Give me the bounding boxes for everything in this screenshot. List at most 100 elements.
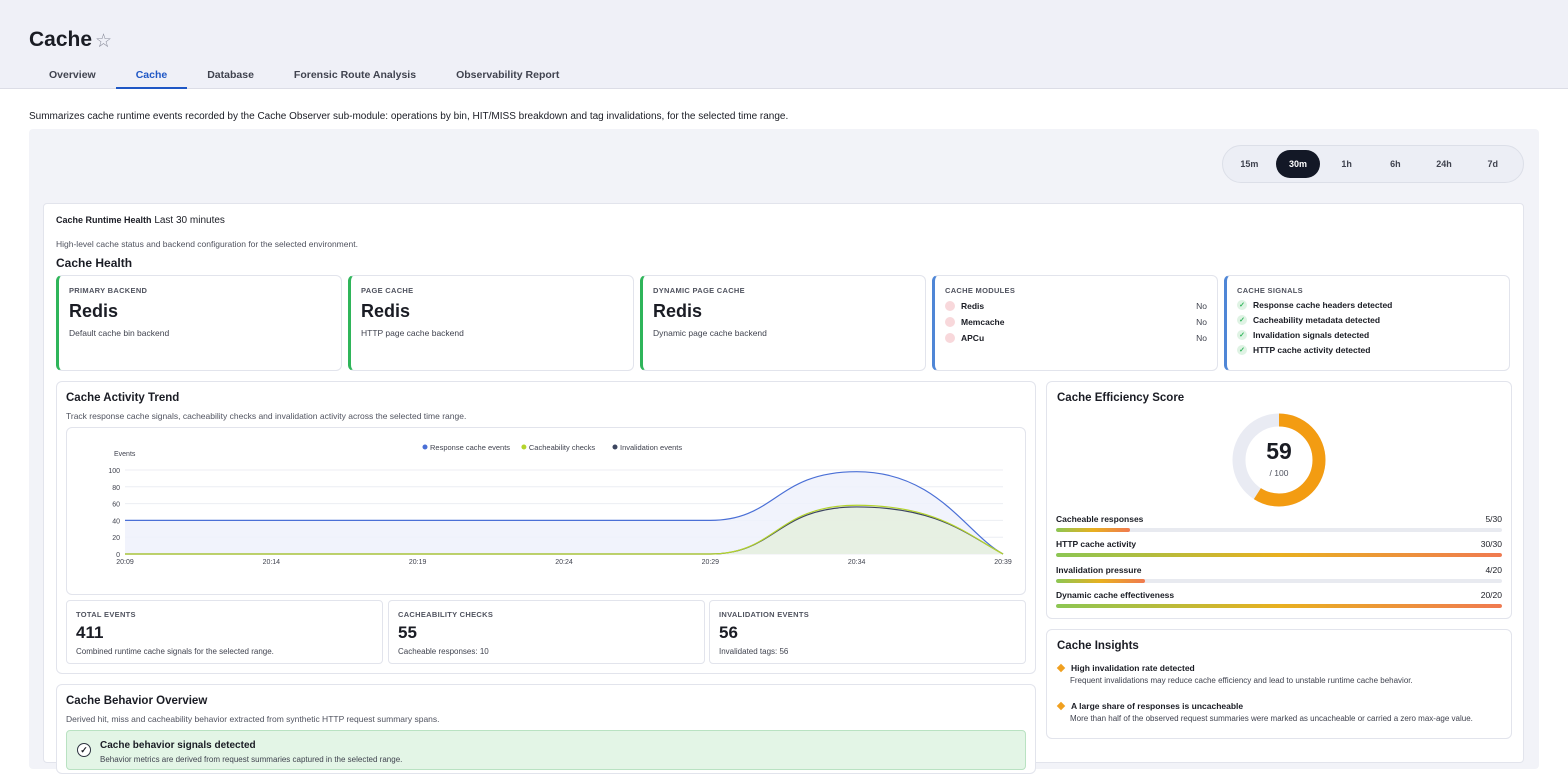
x-tick-label: 20:14 [263,559,281,566]
legend-entry: Response cache events [430,443,510,452]
range-30m[interactable]: 30m [1275,150,1321,178]
card-sub: HTTP page cache backend [361,328,464,338]
cache-modules-card: CACHE MODULES Redis No Memcache No APCu No [932,275,1218,371]
card-sub: Dynamic page cache backend [653,328,767,338]
module-status: No [1196,301,1207,311]
behavior-overview-title: Cache Behavior Overview [66,695,208,707]
legend-marker [612,444,618,450]
signal-row: ✓ HTTP cache activity detected [1237,345,1499,355]
insight-title: A large share of responses is uncacheabl… [1071,701,1244,711]
status-dot-icon [945,317,955,327]
metric-dynamic-cache-effectiveness: Dynamic cache effectiveness 20/20 [1056,590,1502,608]
activity-trend-title: Cache Activity Trend [66,392,180,404]
check-icon: ✓ [77,743,91,757]
metric-track [1056,604,1502,608]
metric-track [1056,553,1502,557]
card-sub: Default cache bin backend [69,328,170,338]
card-label: CACHE MODULES [945,286,1016,295]
dynamic-page-cache-card: DYNAMIC PAGE CACHE Redis Dynamic page ca… [640,275,926,371]
metric-label: Dynamic cache effectiveness [1056,590,1175,600]
top-header [0,0,1568,89]
metric-fill [1056,604,1502,608]
warning-diamond-icon [1056,663,1066,673]
metric-fill [1056,528,1131,532]
stat-value: 55 [398,623,417,642]
check-icon: ✓ [1237,315,1247,325]
signal-row: ✓ Cacheability metadata detected [1237,315,1499,325]
range-6h[interactable]: 6h [1390,159,1401,169]
check-icon: ✓ [1237,330,1247,340]
metric-value: 5/30 [1485,514,1502,524]
tab-database[interactable]: Database [207,69,254,81]
signal-label: Cacheability metadata detected [1253,315,1381,325]
x-tick-label: 20:24 [555,559,573,566]
series-line [125,471,1004,555]
tab-bar: Overview Cache Database Forensic Route A… [29,62,579,89]
metric-value: 30/30 [1480,539,1502,549]
stat-sub: Combined runtime cache signals for the s… [76,647,274,656]
metric-cacheable-responses: Cacheable responses 5/30 [1056,514,1502,532]
score-ring [1232,413,1326,507]
banner-sub: Behavior metrics are derived from reques… [100,755,403,764]
range-24h[interactable]: 24h [1436,159,1452,169]
x-tick-label: 20:09 [116,559,134,566]
page-cache-card: PAGE CACHE Redis HTTP page cache backend [348,275,634,371]
insight-item: A large share of responses is uncacheabl… [1056,701,1507,723]
card-label: PAGE CACHE [361,286,414,295]
legend-entry: Cacheability checks [529,443,596,452]
total-events-stat: TOTAL EVENTS 411 Combined runtime cache … [66,600,383,664]
metric-value: 20/20 [1480,590,1502,600]
stat-label: CACHEABILITY CHECKS [398,610,494,619]
runtime-health-description: High-level cache status and backend conf… [56,239,358,249]
insight-text: More than half of the observed request s… [1070,714,1473,723]
status-dot-icon [945,333,955,343]
metric-track [1056,528,1502,532]
score-value: 59 [1266,438,1292,464]
range-15m[interactable]: 15m [1240,159,1259,169]
status-dot-icon [945,301,955,311]
signal-label: Response cache headers detected [1253,300,1393,310]
card-label: CACHE SIGNALS [1237,286,1303,295]
cacheability-checks-stat: CACHEABILITY CHECKS 55 Cacheable respons… [388,600,705,664]
module-name: Memcache [961,317,1005,327]
card-label: PRIMARY BACKEND [69,286,148,295]
activity-chart: 0 20 40 60 80 100 Events 20:09 20:14 20:19 20:24 20… [108,443,1012,566]
y-tick-label: 60 [112,502,120,509]
stat-sub: Cacheable responses: 10 [398,647,489,656]
tab-observability-report[interactable]: Observability Report [456,69,560,81]
legend-marker [521,444,527,450]
star-icon[interactable]: ☆ [95,31,113,52]
cache-health-title: Cache Health [56,256,133,270]
insight-title: High invalidation rate detected [1071,663,1195,673]
stat-sub: Invalidated tags: 56 [719,647,789,656]
range-7d[interactable]: 7d [1487,159,1498,169]
metric-value: 4/20 [1485,565,1502,575]
metric-invalidation-pressure: Invalidation pressure 4/20 [1056,565,1502,583]
series-line [125,504,1004,555]
y-tick-label: 80 [112,485,120,492]
stat-value: 411 [76,623,104,642]
insight-item: High invalidation rate detected Frequent… [1056,663,1507,685]
module-status: No [1196,333,1207,343]
module-row: Redis No [945,301,1207,311]
stat-label: TOTAL EVENTS [76,610,136,619]
series-area [125,506,1003,554]
tab-overview[interactable]: Overview [49,69,96,81]
stat-value: 56 [719,623,738,642]
behavior-overview-description: Derived hit, miss and cacheability behav… [66,714,440,724]
tab-cache[interactable]: Cache [115,62,188,89]
tab-forensic-route-analysis[interactable]: Forensic Route Analysis [293,69,417,81]
metric-fill [1056,553,1502,557]
card-value: Redis [69,301,119,321]
card-value: Redis [361,301,411,321]
time-range-selector: 15m 30m 1h 6h 24h 7d [1222,145,1524,183]
y-tick-label: 0 [116,552,120,559]
metric-http-cache-activity: HTTP cache activity 30/30 [1056,539,1502,557]
range-1h[interactable]: 1h [1341,159,1352,169]
invalidation-events-stat: INVALIDATION EVENTS 56 Invalidated tags:… [709,600,1026,664]
x-tick-label: 20:39 [994,559,1012,566]
activity-chart-frame: 0 20 40 60 80 100 Events 20:09 20:14 20:19 20:24 20… [66,427,1026,595]
primary-backend-card: PRIMARY BACKEND Redis Default cache bin … [56,275,342,371]
runtime-health-title: Cache Runtime Health [56,215,152,225]
cache-insights-title: Cache Insights [1057,640,1139,652]
